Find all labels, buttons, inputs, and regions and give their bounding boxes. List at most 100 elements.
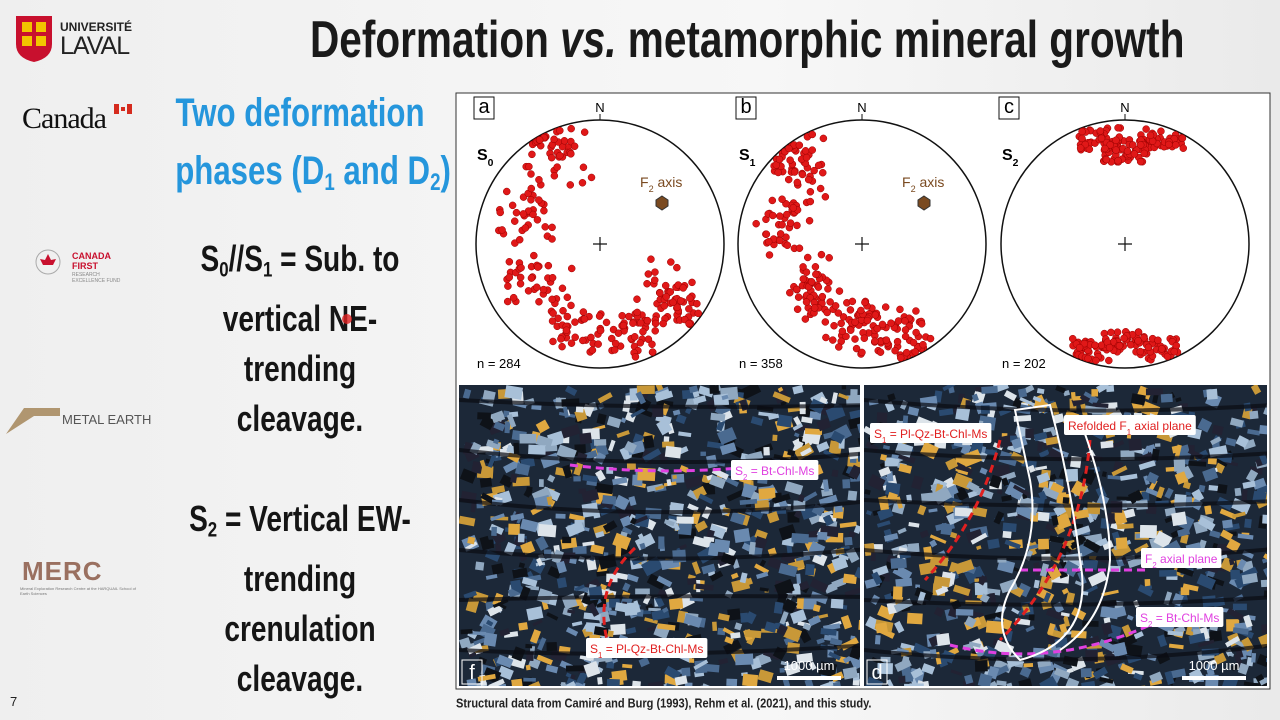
grain xyxy=(1169,668,1186,679)
text-line: trending xyxy=(175,344,425,394)
grain xyxy=(955,406,971,421)
metal-earth: METAL EARTH xyxy=(62,412,152,427)
grain xyxy=(971,393,979,402)
text-part: ) xyxy=(440,149,451,193)
pole-dot xyxy=(524,287,533,295)
cfref-small: RESEARCH EXCELLENCE FUND xyxy=(72,272,121,284)
grain xyxy=(1079,394,1091,403)
pole-dot xyxy=(525,162,533,171)
grain xyxy=(622,582,631,592)
grain xyxy=(576,671,588,685)
text-part: phases (D xyxy=(175,149,325,193)
pole-dot xyxy=(805,216,814,225)
grain xyxy=(964,565,986,585)
grain xyxy=(1054,513,1072,531)
grain xyxy=(784,481,804,496)
grain xyxy=(1251,652,1257,663)
grain xyxy=(693,659,709,670)
grain xyxy=(1212,542,1218,549)
text-part: 2 xyxy=(743,473,747,482)
grain xyxy=(776,624,788,636)
grain xyxy=(818,494,838,506)
grain xyxy=(825,404,846,422)
grain xyxy=(816,637,825,645)
pole-dot xyxy=(873,324,882,333)
note-box xyxy=(731,460,819,480)
pole-dot xyxy=(826,298,834,306)
grain xyxy=(792,440,804,454)
pole-dot xyxy=(837,319,845,328)
grain xyxy=(1053,413,1065,424)
grain xyxy=(1025,428,1034,439)
grain xyxy=(821,488,833,497)
text-part: F xyxy=(902,174,911,190)
grain xyxy=(1226,607,1244,622)
grain xyxy=(1106,385,1115,393)
pole-dot xyxy=(516,273,525,282)
grain xyxy=(666,478,672,487)
grain xyxy=(1080,668,1092,678)
grain xyxy=(537,523,557,538)
grain xyxy=(1033,431,1048,442)
grain xyxy=(748,541,756,555)
grain xyxy=(679,465,689,473)
grain xyxy=(979,593,990,604)
pole-dot xyxy=(517,264,525,272)
grain xyxy=(633,515,649,525)
pole-dot xyxy=(818,292,827,301)
grain xyxy=(903,683,914,686)
grain xyxy=(678,431,692,438)
grain xyxy=(1237,533,1254,540)
grain xyxy=(562,536,572,544)
text-part: = Pl-Qz-Bt-Chl-Ms xyxy=(886,427,987,441)
grain xyxy=(742,673,759,686)
grain xyxy=(1229,417,1244,428)
plane-label: S0 xyxy=(477,147,494,169)
pole-dot xyxy=(558,284,567,293)
grain xyxy=(1133,631,1144,640)
grain xyxy=(877,604,896,621)
grain xyxy=(812,604,821,613)
grain xyxy=(491,563,504,575)
grain xyxy=(546,641,558,652)
grain xyxy=(886,601,898,615)
grain xyxy=(556,560,567,574)
grain xyxy=(890,557,907,569)
grain xyxy=(677,522,693,536)
grain xyxy=(1055,385,1066,394)
grain xyxy=(906,494,912,502)
grain xyxy=(1174,444,1182,458)
grain xyxy=(520,540,536,556)
pole-dot xyxy=(851,335,859,343)
pole-dot xyxy=(1101,144,1109,153)
grain xyxy=(1182,583,1199,592)
grain xyxy=(796,573,802,585)
pole-dot xyxy=(595,312,604,320)
grain xyxy=(823,582,838,594)
grain xyxy=(602,494,617,505)
grain xyxy=(629,388,638,401)
grain xyxy=(886,679,895,686)
grain xyxy=(809,411,822,421)
pole-dot xyxy=(857,306,865,315)
grain xyxy=(936,633,951,647)
pole-dot xyxy=(694,309,703,318)
pole-dot xyxy=(1142,125,1150,133)
pole-dot xyxy=(539,285,548,294)
pole-dot xyxy=(812,270,820,279)
pole-dot xyxy=(547,153,556,162)
grain xyxy=(1107,624,1123,640)
text-part: crenulation xyxy=(224,608,376,650)
grain xyxy=(842,666,858,680)
pole-dot xyxy=(1134,337,1142,345)
grain xyxy=(804,428,823,436)
grain xyxy=(1213,652,1227,665)
pole-dot xyxy=(901,317,909,325)
pole-dot xyxy=(842,332,850,341)
pole-dot xyxy=(548,235,556,243)
pole-dot xyxy=(810,304,819,312)
grain xyxy=(830,430,845,444)
merc-sub: Mineral Exploration Research Centre at t… xyxy=(20,586,136,596)
grain xyxy=(1145,471,1159,485)
pole-dot xyxy=(795,141,804,149)
